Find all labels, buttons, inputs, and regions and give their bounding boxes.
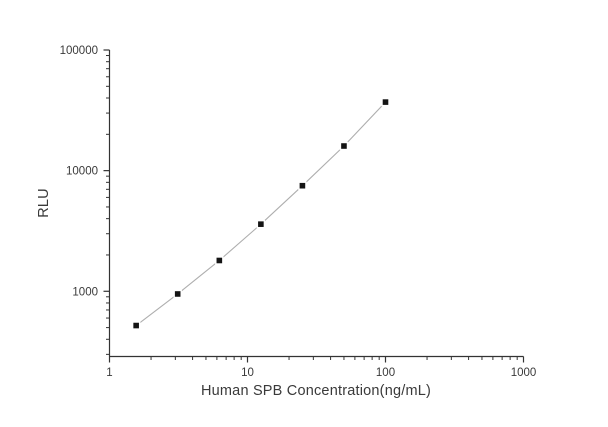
x-axis-title: Human SPB Concentration(ng/mL) bbox=[200, 383, 432, 399]
y-axis-title: RLU bbox=[36, 188, 52, 218]
y-tick-label: 1000 bbox=[72, 286, 98, 298]
y-tick-label: 10000 bbox=[66, 166, 98, 178]
data-point-marker bbox=[131, 321, 141, 330]
data-point-marker bbox=[215, 256, 224, 265]
data-point-marker bbox=[381, 97, 390, 107]
data-point-marker bbox=[339, 141, 349, 151]
data-point-marker bbox=[256, 219, 266, 229]
data-point-marker bbox=[298, 181, 307, 190]
y-tick-label: 100000 bbox=[60, 45, 98, 57]
x-tick-label: 1000 bbox=[511, 367, 537, 379]
data-point-marker bbox=[173, 289, 182, 299]
x-tick-label: 100 bbox=[376, 367, 395, 379]
x-tick-label: 1 bbox=[106, 367, 112, 379]
x-tick-label: 10 bbox=[241, 367, 254, 379]
